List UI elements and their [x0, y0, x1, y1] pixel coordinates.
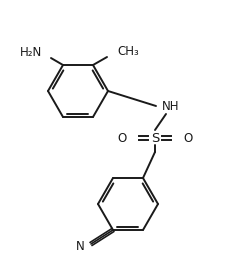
- Text: O: O: [117, 131, 126, 145]
- Text: O: O: [182, 131, 191, 145]
- Text: NH: NH: [161, 100, 179, 113]
- Text: CH₃: CH₃: [116, 44, 138, 57]
- Text: H₂N: H₂N: [20, 46, 42, 59]
- Text: N: N: [76, 240, 85, 253]
- Text: S: S: [150, 131, 158, 145]
